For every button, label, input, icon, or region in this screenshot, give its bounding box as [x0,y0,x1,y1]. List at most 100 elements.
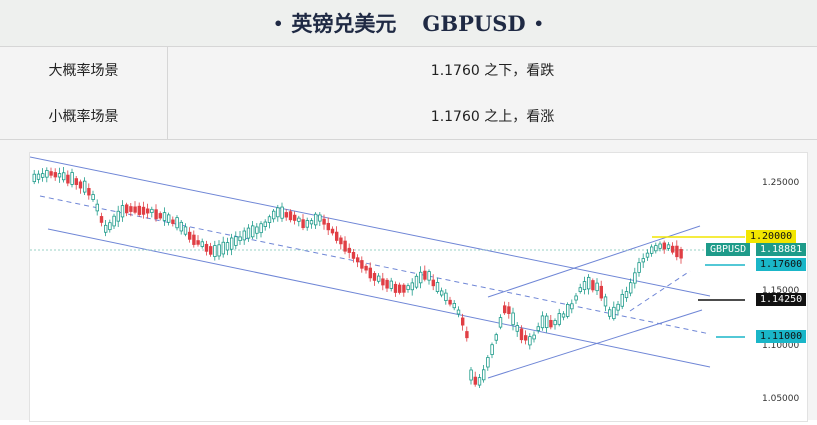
candle-body [347,247,351,253]
candle-body [74,178,78,185]
candle-body [238,236,242,242]
candle-body [582,281,587,291]
candle-body [66,174,70,184]
candlestick-series [32,166,683,388]
candle-body [666,244,671,249]
scenario-value: 1.1760 之上，看涨 [430,109,555,125]
candle-body [465,331,469,339]
candle-body [141,206,146,215]
candle-body [612,306,616,320]
current-price-tag: 1.18881 [756,243,807,256]
chart-canvas [29,156,745,388]
pair-symbol: GBPUSD [422,10,526,36]
candle-body [267,216,272,223]
candle-body [192,234,196,245]
candle-body [213,245,217,257]
candle-body [406,285,410,290]
candle-body [70,172,74,185]
candle-body [633,272,637,284]
page-header: • 英镑兑美元 GBPUSD • [0,0,817,47]
candle-body [137,205,141,215]
candle-body [591,280,595,291]
candle-body [658,243,662,249]
candle-body [603,296,608,307]
candle-body [259,223,263,234]
candle-body [87,188,91,196]
ascending-channel-mid-line [629,270,691,312]
candle-body [276,207,280,218]
candle-body [536,326,540,331]
candle-body [108,222,112,231]
scenario-row-low-probability: 小概率场景 1.1760 之上，看涨 [0,93,817,140]
candle-body [561,313,566,318]
candle-body [662,242,666,250]
scenario-label: 大概率场景 [0,47,168,93]
candle-body [246,227,251,239]
candle-body [549,319,553,328]
candle-body [410,282,414,291]
candle-body [221,241,225,255]
candle-body [242,230,246,241]
candle-body [326,222,330,231]
candle-body [288,211,293,221]
candle-body [641,258,645,263]
candle-body [498,317,503,328]
candle-body [481,369,486,381]
candle-body [679,249,683,259]
descending-channel-mid-line [39,195,711,335]
title-bullet-right: • [533,13,544,33]
scenario-value: 1.1760 之下，看跌 [430,63,555,79]
candle-body [368,267,372,279]
candle-body [397,284,402,293]
candle-body [297,217,301,222]
candle-body [494,334,498,341]
candle-body [402,284,406,293]
candle-body [389,280,393,289]
descending-channel-lower-line [47,228,711,368]
y-axis-label: 1.25000 [762,178,800,188]
candle-body [423,270,427,280]
candle-body [490,344,494,355]
candle-body [339,237,343,245]
candle-body [444,292,448,301]
candle-body [473,376,477,385]
candle-body [616,303,620,311]
candle-body [376,275,381,282]
candle-body [570,303,574,310]
candle-body [385,279,389,289]
candle-body [574,295,578,301]
candle-body [431,279,435,287]
candle-body [654,245,658,252]
candle-body [343,240,347,252]
ascending-channel-upper-line [487,225,701,298]
candle-body [183,226,188,235]
candle-body [234,236,238,246]
candle-body [545,315,549,329]
candle-body [540,315,545,329]
candle-body [217,244,221,257]
candle-body [280,206,284,219]
candle-body [200,241,204,247]
price-chart[interactable]: 1.25000 1.15000 1.10000 1.05000 1.20000 … [29,152,808,422]
candle-body [112,215,116,227]
candle-body [553,320,557,326]
candle-body [511,312,515,326]
candle-body [120,205,125,218]
candle-body [523,335,528,341]
pair-title: 英镑兑美元 [291,11,397,36]
chart-section: 1.25000 1.15000 1.10000 1.05000 1.20000 … [0,140,817,422]
candle-body [104,224,108,233]
candle-body [150,208,154,213]
candle-body [393,283,398,293]
ascending-channel-lower-line [487,309,703,379]
candle-body [608,309,612,317]
candle-body [40,173,45,178]
candle-body [166,214,171,223]
candle-body [53,172,57,178]
candle-body [364,265,368,271]
candle-body [456,309,461,315]
candle-body [36,173,41,180]
candle-body [515,325,519,332]
candle-body [334,231,339,241]
candle-body [418,271,423,284]
